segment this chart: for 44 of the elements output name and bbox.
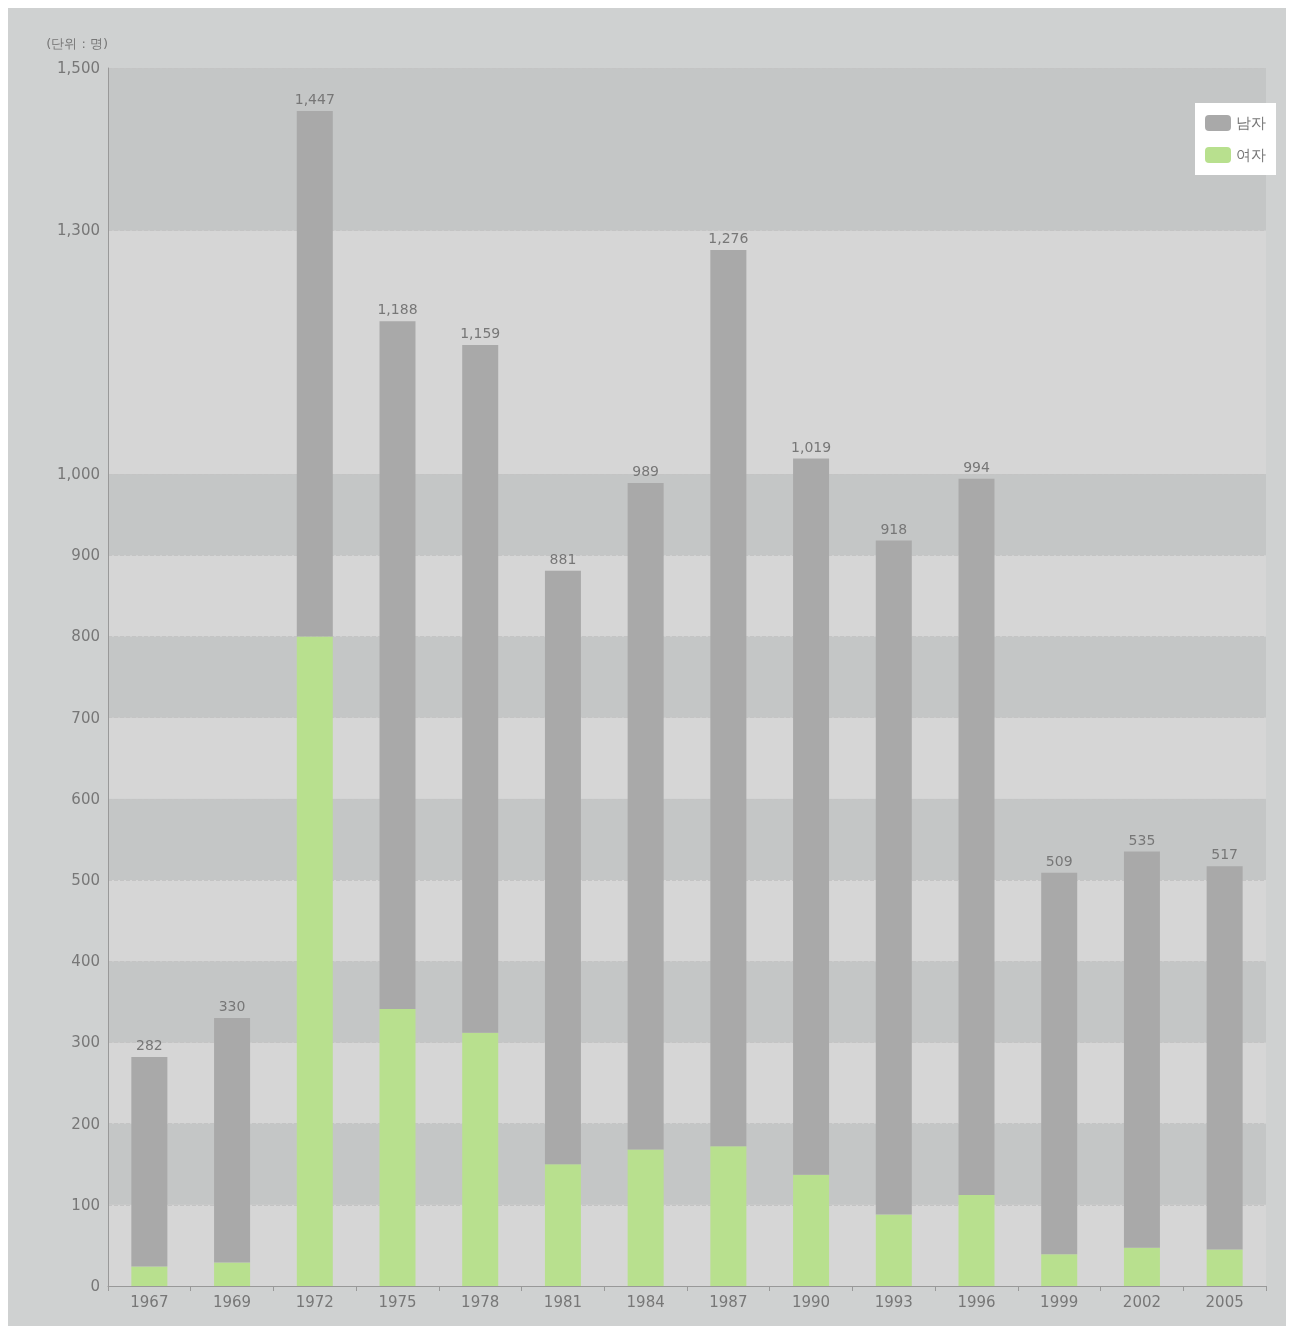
legend-label: 남자: [1236, 114, 1266, 132]
x-tick-label: 2005: [1205, 1292, 1244, 1311]
total-label: 535: [1128, 831, 1156, 848]
x-tick-label: 1978: [461, 1292, 500, 1311]
y-axis-title: (단위 : 명): [46, 36, 108, 51]
x-tick-label: 1975: [378, 1292, 417, 1311]
total-label: 989: [632, 462, 660, 479]
y-tick-label: 800: [71, 627, 100, 646]
total-label: 881: [549, 550, 577, 567]
x-tick-label: 1987: [709, 1292, 748, 1311]
y-tick-label: 1,000: [57, 465, 100, 483]
x-tick-label: 1981: [543, 1292, 583, 1311]
x-tick-label: 1990: [791, 1292, 831, 1311]
total-label: 1,188: [377, 301, 418, 318]
legend-label: 여자: [1236, 146, 1266, 164]
y-tick-label: 1,300: [57, 221, 100, 240]
total-label: 918: [880, 520, 908, 537]
y-tick-label: 500: [71, 871, 100, 889]
total-label: 517: [1211, 846, 1239, 863]
x-tick-label: 1993: [874, 1292, 913, 1311]
total-label: 282: [135, 1037, 163, 1054]
y-tick-label: 400: [71, 952, 100, 971]
y-tick-label: 700: [71, 708, 100, 727]
total-label: 330: [218, 998, 246, 1015]
x-tick-label: 1996: [957, 1292, 996, 1311]
y-tick-label: 900: [71, 546, 100, 565]
x-tick-label: 1999: [1040, 1292, 1079, 1311]
x-tick-label: 2002: [1122, 1292, 1162, 1311]
total-label: 994: [963, 458, 990, 475]
total-label: 509: [1045, 852, 1073, 869]
x-tick-label: 1972: [295, 1292, 334, 1311]
total-label: 1,276: [708, 229, 749, 246]
y-tick-label: 300: [71, 1033, 100, 1052]
y-tick-label: 1,500: [57, 59, 100, 77]
total-label: 1,447: [294, 91, 335, 108]
y-tick-label: 600: [71, 789, 100, 808]
x-tick-label: 1969: [212, 1292, 252, 1311]
y-tick-label: 0: [90, 1277, 100, 1295]
y-tick-label: 200: [71, 1114, 100, 1133]
total-label: 1,019: [791, 438, 832, 455]
x-tick-label: 1984: [626, 1292, 665, 1311]
total-label: 1,159: [460, 324, 501, 341]
y-tick-label: 100: [71, 1195, 100, 1214]
x-tick-label: 1967: [130, 1292, 169, 1311]
